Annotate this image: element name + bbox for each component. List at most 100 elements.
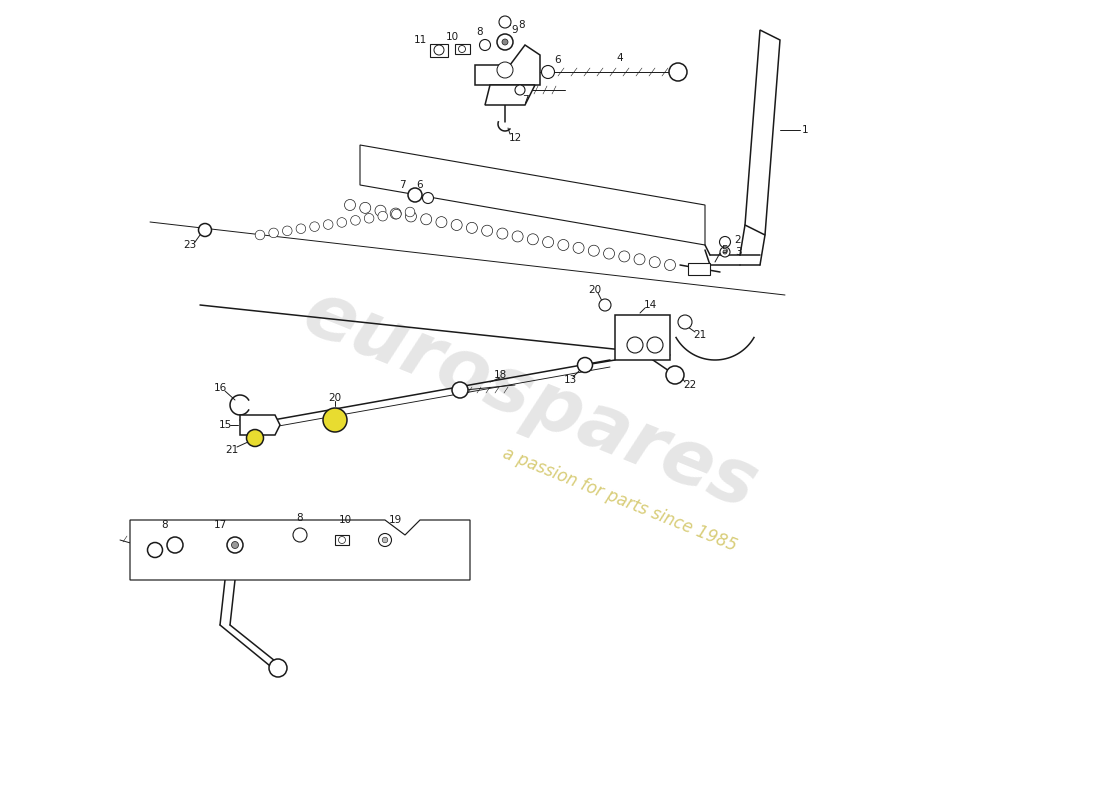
Circle shape [573, 242, 584, 254]
Text: 19: 19 [388, 515, 401, 525]
Bar [688, 263, 710, 275]
Circle shape [375, 206, 386, 216]
Text: 20: 20 [588, 285, 602, 295]
Bar [336, 535, 349, 545]
Text: 10: 10 [339, 515, 352, 525]
Text: 8: 8 [476, 27, 483, 37]
Circle shape [502, 39, 508, 45]
Text: 17: 17 [213, 520, 227, 530]
Polygon shape [130, 520, 470, 580]
Circle shape [337, 218, 346, 227]
Circle shape [147, 542, 163, 558]
Circle shape [167, 537, 183, 553]
Polygon shape [475, 45, 540, 85]
Bar [615, 315, 670, 360]
Circle shape [390, 208, 402, 219]
Circle shape [255, 230, 265, 240]
Circle shape [452, 382, 468, 398]
Text: 8: 8 [162, 520, 168, 530]
Text: 2: 2 [735, 235, 741, 245]
Circle shape [466, 222, 477, 234]
Text: eurospares: eurospares [293, 275, 768, 525]
Circle shape [198, 223, 211, 237]
Text: 21: 21 [693, 330, 706, 340]
Polygon shape [485, 85, 535, 105]
Circle shape [720, 247, 730, 257]
Circle shape [678, 315, 692, 329]
Circle shape [227, 537, 243, 553]
Circle shape [666, 366, 684, 384]
Circle shape [296, 224, 306, 234]
Text: 11: 11 [414, 35, 427, 45]
Text: 8: 8 [297, 513, 304, 523]
Circle shape [723, 250, 727, 254]
Circle shape [482, 226, 493, 236]
Circle shape [664, 259, 675, 270]
Circle shape [283, 226, 293, 236]
Circle shape [270, 659, 287, 677]
Circle shape [420, 214, 431, 225]
Text: 1: 1 [802, 125, 808, 135]
Text: 5: 5 [722, 245, 728, 255]
Text: 3: 3 [735, 247, 741, 257]
Circle shape [436, 217, 447, 228]
Circle shape [649, 257, 660, 268]
Circle shape [527, 234, 538, 245]
Circle shape [351, 215, 361, 225]
Circle shape [364, 214, 374, 223]
Text: 12: 12 [508, 133, 521, 143]
Circle shape [246, 430, 264, 446]
Text: 6: 6 [554, 55, 561, 65]
Text: 15: 15 [219, 420, 232, 430]
Circle shape [619, 251, 630, 262]
Text: a passion for parts since 1985: a passion for parts since 1985 [500, 445, 739, 555]
Circle shape [669, 63, 688, 81]
Circle shape [323, 408, 346, 432]
Circle shape [480, 39, 491, 50]
Text: 18: 18 [494, 370, 507, 380]
Circle shape [406, 211, 417, 222]
Circle shape [497, 228, 508, 239]
Circle shape [497, 34, 513, 50]
Circle shape [293, 528, 307, 542]
Circle shape [344, 199, 355, 210]
Circle shape [392, 210, 402, 219]
Polygon shape [240, 415, 280, 435]
Circle shape [542, 237, 553, 248]
Text: 14: 14 [644, 300, 657, 310]
Circle shape [451, 219, 462, 230]
Text: 21: 21 [226, 445, 239, 455]
Text: 9: 9 [512, 25, 518, 35]
Circle shape [339, 537, 345, 543]
Circle shape [360, 202, 371, 214]
Text: 22: 22 [683, 380, 696, 390]
Circle shape [578, 358, 593, 373]
Text: 10: 10 [446, 32, 459, 42]
Circle shape [604, 248, 615, 259]
Circle shape [378, 211, 387, 221]
Circle shape [513, 231, 524, 242]
Circle shape [719, 237, 730, 247]
Circle shape [378, 534, 392, 546]
Text: 7: 7 [398, 180, 405, 190]
Circle shape [558, 239, 569, 250]
Circle shape [405, 207, 415, 217]
Circle shape [323, 220, 333, 230]
Bar [430, 44, 448, 57]
Circle shape [634, 254, 645, 265]
Circle shape [434, 45, 444, 55]
Circle shape [497, 62, 513, 78]
Circle shape [310, 222, 319, 231]
Text: 7: 7 [521, 95, 528, 105]
Text: 23: 23 [184, 240, 197, 250]
Circle shape [499, 16, 512, 28]
Circle shape [382, 538, 388, 542]
Polygon shape [745, 30, 780, 235]
Circle shape [588, 246, 600, 256]
Circle shape [408, 188, 422, 202]
Circle shape [231, 542, 239, 549]
Circle shape [268, 228, 278, 238]
Circle shape [647, 337, 663, 353]
Text: 4: 4 [617, 53, 624, 63]
Circle shape [600, 299, 610, 311]
